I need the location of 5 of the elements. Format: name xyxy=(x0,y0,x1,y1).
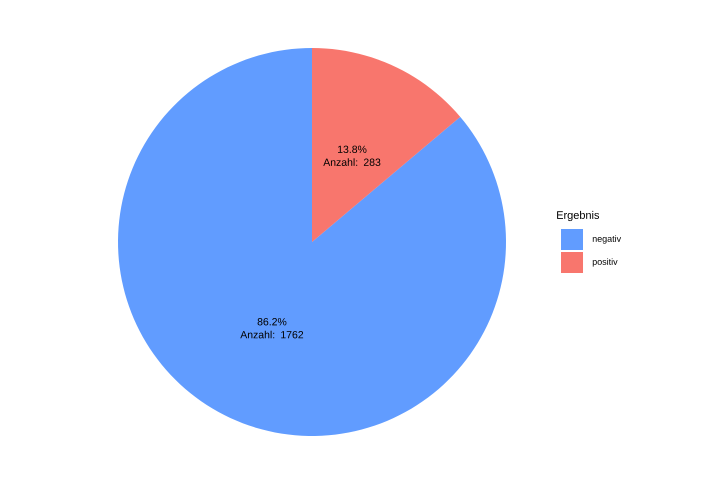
legend-title: Ergebnis xyxy=(557,210,600,222)
legend-label: positiv xyxy=(592,258,618,267)
data-label: 13.8% Anzahl: 283 xyxy=(323,146,380,166)
legend-label: negativ xyxy=(592,235,622,244)
data-label: 86.2% Anzahl: 1762 xyxy=(240,318,304,338)
